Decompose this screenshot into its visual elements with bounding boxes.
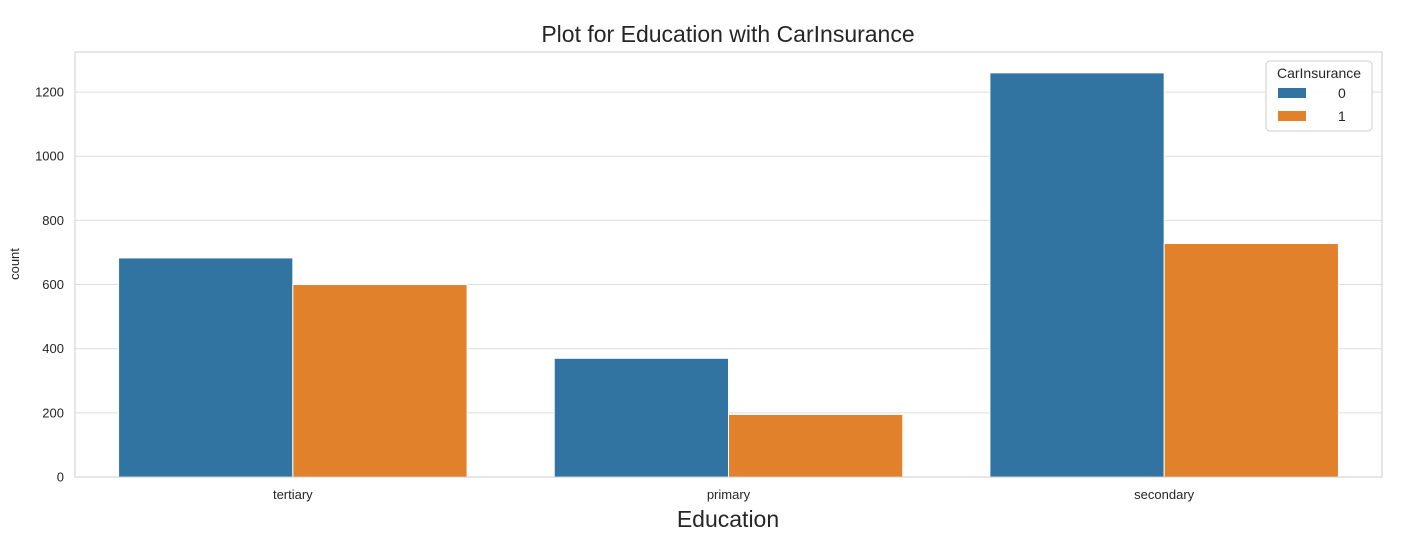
x-tick-label-primary: primary xyxy=(707,487,751,502)
y-tick-label: 200 xyxy=(42,405,64,420)
x-tick-label-secondary: secondary xyxy=(1134,487,1194,502)
bar-primary-series-0 xyxy=(553,357,729,478)
legend-title: CarInsurance xyxy=(1277,65,1361,81)
legend-label-series-1: 1 xyxy=(1338,108,1346,124)
y-tick-label: 400 xyxy=(42,341,64,356)
chart-title: Plot for Education with CarInsurance xyxy=(541,21,914,47)
x-tick-label-tertiary: tertiary xyxy=(273,487,313,502)
y-tick-label: 0 xyxy=(57,470,64,485)
bar-tertiary-series-0 xyxy=(118,257,294,478)
y-tick-label: 600 xyxy=(42,277,64,292)
y-axis-title: count xyxy=(7,248,22,280)
legend-swatch-series-1 xyxy=(1278,111,1306,121)
x-axis-tick-labels: tertiary primary secondary xyxy=(273,487,1195,502)
legend: CarInsurance 0 1 xyxy=(1265,60,1373,132)
bar-secondary-series-1 xyxy=(1163,242,1339,478)
y-tick-label: 800 xyxy=(42,213,64,228)
y-tick-label: 1200 xyxy=(35,85,64,100)
y-axis-tick-labels: 0 200 400 600 800 1000 1200 xyxy=(35,85,64,485)
legend-swatch-series-0 xyxy=(1278,88,1306,98)
bar-primary-series-1 xyxy=(728,413,904,478)
plot-area-frame xyxy=(74,51,1383,478)
bar-tertiary-series-1 xyxy=(292,284,468,478)
legend-label-series-0: 0 xyxy=(1338,85,1346,101)
bar-secondary-series-0 xyxy=(989,72,1165,478)
x-axis-title: Education xyxy=(677,506,779,532)
y-tick-label: 1000 xyxy=(35,149,64,164)
